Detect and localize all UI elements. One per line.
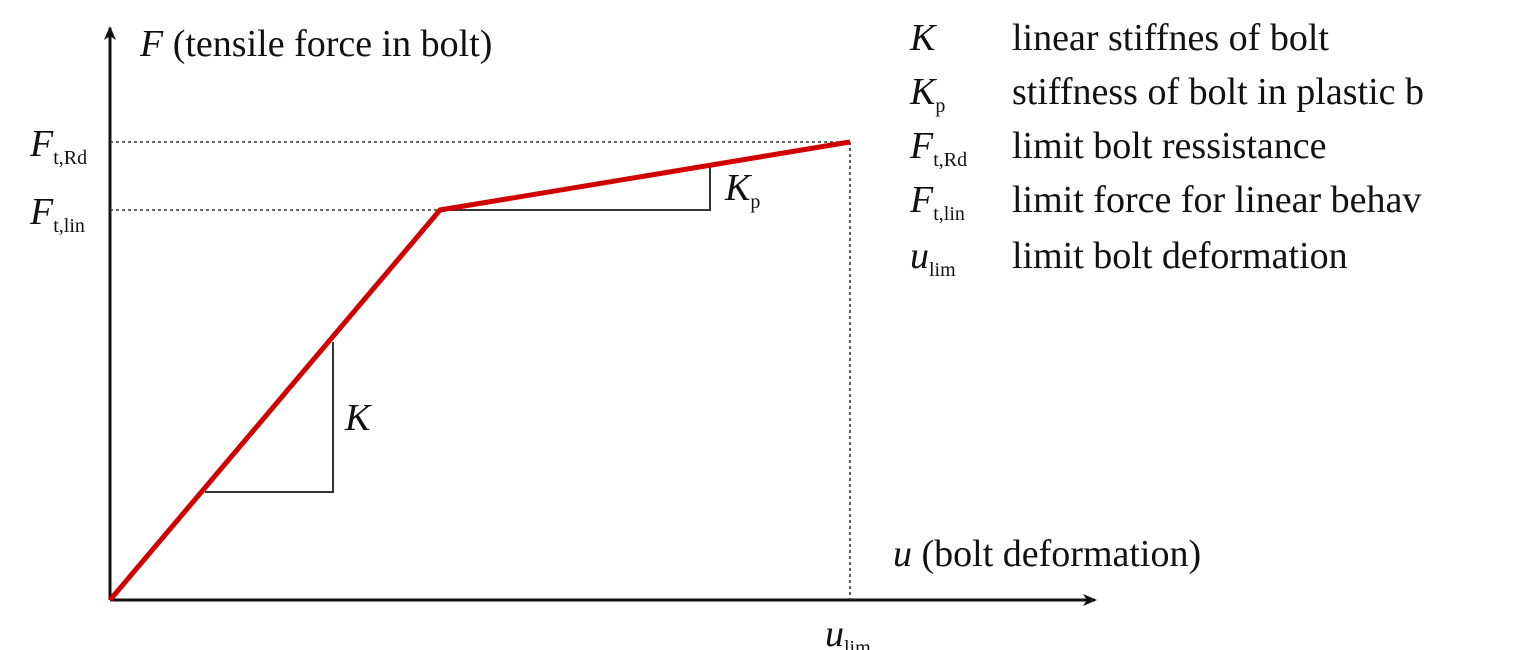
symbol: F [29, 191, 54, 233]
label: (bolt deformation) [922, 533, 1202, 575]
symbol: u [893, 533, 912, 575]
symbol: K [909, 71, 937, 113]
subscript: p [750, 191, 760, 213]
legend-symbol: Ft,Rd [909, 125, 967, 171]
symbol: F [139, 23, 164, 65]
y-marker: Ft,lin [29, 191, 85, 237]
label: (tensile force in bolt) [173, 23, 493, 65]
symbol: F [909, 125, 934, 167]
x-axis-label: u (bolt deformation) [893, 533, 1201, 575]
subscript: t,lin [933, 203, 965, 225]
x-marker: ulim [825, 613, 871, 650]
symbol: K [344, 397, 372, 439]
symbol: K [909, 17, 937, 59]
symbol: K [724, 167, 752, 209]
legend-symbol: Kp [909, 71, 945, 117]
legend-text: limit bolt ressistance [1012, 125, 1327, 167]
subscript: t,Rd [933, 149, 967, 171]
subscript: p [935, 95, 945, 117]
subscript: lim [929, 259, 956, 281]
legend-symbol: Ft,lin [909, 179, 965, 225]
subscript: t,Rd [53, 147, 87, 169]
legend-text: stiffness of bolt in plastic b [1012, 71, 1424, 113]
symbol: u [825, 613, 844, 650]
force-curve [108, 139, 851, 602]
guides [110, 141, 851, 600]
y-marker: Ft,Rd [29, 123, 87, 169]
subscript: t,lin [53, 215, 85, 237]
slope-label: K [344, 397, 372, 439]
subscript: lim [844, 637, 871, 650]
legend-symbol: ulim [910, 235, 956, 281]
y-axis-label: F (tensile force in bolt) [139, 23, 492, 65]
slope-triangle [440, 165, 711, 211]
legend-text: limit bolt deformation [1012, 235, 1348, 277]
symbol: F [909, 179, 934, 221]
symbol: F [29, 123, 54, 165]
symbol: u [910, 235, 929, 277]
slope-triangle [205, 342, 334, 493]
legend-text: limit force for linear behav [1012, 179, 1421, 221]
legend-text: linear stiffnes of bolt [1012, 17, 1329, 59]
legend-symbol: K [909, 17, 937, 59]
slope-label: Kp [724, 167, 760, 213]
